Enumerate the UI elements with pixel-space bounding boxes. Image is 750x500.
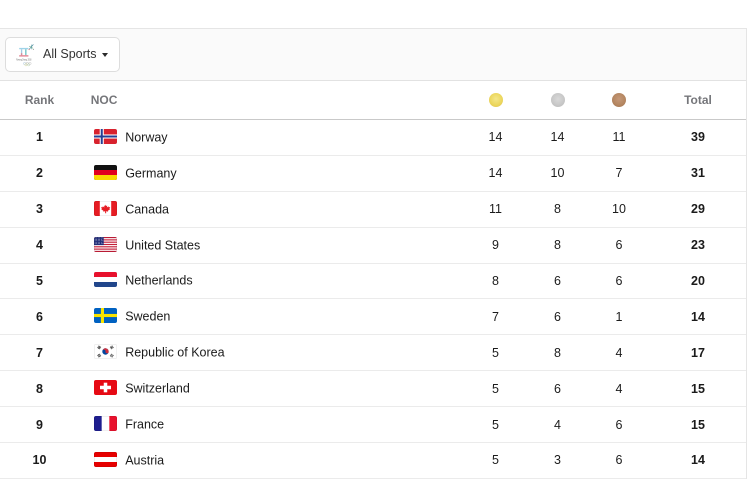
svg-text:PyeongChang 2018: PyeongChang 2018 (16, 57, 32, 61)
